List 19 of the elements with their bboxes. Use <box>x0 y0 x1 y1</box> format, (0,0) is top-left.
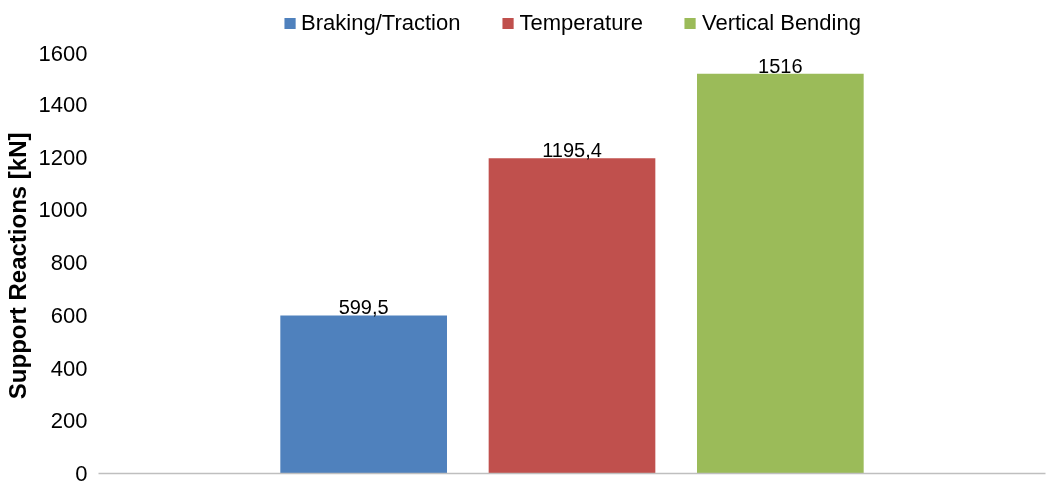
y-tick-label: 1600 <box>38 40 88 66</box>
data-label: 1516 <box>758 54 803 77</box>
y-tick-label: 1200 <box>38 144 88 170</box>
y-tick-label: 0 <box>75 461 88 486</box>
bar <box>488 158 656 474</box>
y-tick-label: 200 <box>50 408 88 434</box>
y-tick-label: 600 <box>50 302 88 328</box>
data-label: 599,5 <box>338 296 389 319</box>
y-tick-label: 400 <box>50 355 88 381</box>
legend-label: Braking/Traction <box>301 9 461 36</box>
data-label: 1195,4 <box>542 139 602 162</box>
y-tick-label: 800 <box>50 250 88 275</box>
legend-label: Temperature <box>519 9 643 36</box>
y-tick-label: 1400 <box>38 91 88 117</box>
y-tick-label: 1000 <box>38 197 88 223</box>
bar <box>697 73 864 474</box>
bar <box>280 315 447 474</box>
legend-label: Vertical Bending <box>701 9 861 36</box>
y-axis-title: Support Reactions [kN] <box>3 132 31 400</box>
